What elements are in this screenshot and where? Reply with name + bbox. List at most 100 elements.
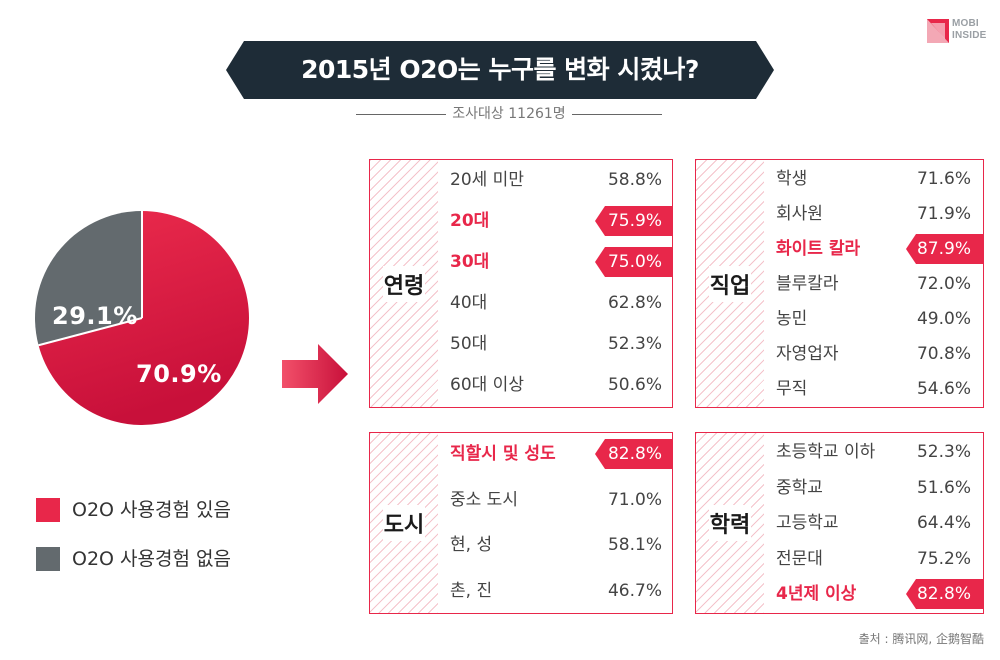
table-row: 초등학교 이하 52.3%	[776, 437, 985, 467]
row-value: 52.3%	[916, 442, 971, 462]
table-row: 전문대 75.2%	[776, 544, 985, 574]
row-value: 72.0%	[916, 274, 971, 294]
table-row: 60대 이상 50.6%	[450, 370, 674, 400]
panel-age: 연령 20세 미만 58.8% 20대 75.9% 30대 75.0% 40대 62.8% 50…	[369, 159, 673, 408]
legend-swatch-yes	[36, 498, 60, 522]
panel-job: 직업 학생 71.6% 회사원 71.9% 화이트 칼라 87.9% 블루칼라 72.0% 농민…	[695, 159, 984, 408]
row-label: 농민	[776, 309, 808, 329]
panel-city: 도시 직할시 및 성도 82.8% 중소 도시 71.0% 현, 성 58.1% 촌, 진 4…	[369, 432, 673, 614]
source-credit: 출처 : 腾讯网, 企鹅智酷	[858, 632, 984, 646]
row-value: 87.9%	[916, 239, 971, 259]
logo-line1: MOBI	[952, 18, 979, 29]
row-label: 현, 성	[450, 535, 493, 555]
row-value: 75.2%	[916, 548, 971, 569]
divider-left	[356, 114, 446, 115]
row-value: 51.6%	[916, 477, 971, 498]
title-banner: 2015년 O2O는 누구를 변화 시켰나?	[226, 41, 774, 99]
row-value: 75.9%	[607, 211, 662, 231]
table-row: 직할시 및 성도 82.8%	[450, 439, 674, 469]
panel-job-title: 직업	[696, 160, 764, 407]
row-label: 고등학교	[776, 513, 839, 533]
table-row: 무직 54.6%	[776, 374, 985, 404]
table-row: 회사원 71.9%	[776, 199, 985, 229]
row-label: 20대	[450, 211, 490, 231]
pie-slice-no	[34, 211, 142, 346]
table-row: 40대 62.8%	[450, 288, 674, 318]
panel-city-title: 도시	[370, 433, 438, 613]
legend-label-yes: O2O 사용경험 있음	[72, 499, 231, 521]
row-label: 4년제 이상	[776, 584, 857, 604]
table-row: 촌, 진 46.7%	[450, 576, 674, 606]
table-row: 고등학교 64.4%	[776, 508, 985, 538]
row-value: 52.3%	[607, 334, 662, 354]
row-value: 58.1%	[607, 535, 662, 555]
row-value: 49.0%	[916, 309, 971, 329]
row-label: 자영업자	[776, 344, 839, 364]
row-label: 회사원	[776, 204, 823, 224]
row-label: 중학교	[776, 477, 823, 498]
table-row: 50대 52.3%	[450, 329, 674, 359]
table-row: 중소 도시 71.0%	[450, 485, 674, 515]
banner-shape	[226, 41, 774, 99]
panel-job-title-text: 직업	[708, 265, 752, 302]
table-row: 자영업자 70.8%	[776, 339, 985, 369]
row-label: 전문대	[776, 548, 823, 569]
row-value: 46.7%	[607, 580, 662, 601]
right-arrow-icon	[282, 344, 348, 404]
highlight-flag	[905, 579, 984, 609]
table-row: 중학교 51.6%	[776, 473, 985, 503]
table-row: 30대 75.0%	[450, 247, 674, 277]
row-value: 75.0%	[607, 252, 662, 272]
row-label: 40대	[450, 293, 488, 313]
row-label: 화이트 칼라	[776, 239, 861, 259]
row-label: 무직	[776, 379, 808, 399]
row-label: 30대	[450, 252, 490, 272]
row-label: 중소 도시	[450, 489, 518, 510]
row-label: 초등학교 이하	[776, 442, 876, 462]
pie-separator	[38, 317, 143, 347]
row-label: 20세 미만	[450, 170, 524, 190]
table-row: 20세 미만 58.8%	[450, 165, 674, 195]
pie-label-yes: 70.9%	[136, 360, 222, 388]
row-value: 71.6%	[916, 169, 971, 189]
row-value: 62.8%	[607, 293, 662, 313]
table-row: 화이트 칼라 87.9%	[776, 234, 985, 264]
table-row: 블루칼라 72.0%	[776, 269, 985, 299]
row-value: 82.8%	[607, 444, 662, 464]
logo-line2: INSIDE	[952, 30, 987, 41]
logo-mark-icon	[927, 19, 949, 43]
table-row: 4년제 이상 82.8%	[776, 579, 985, 609]
row-label: 학생	[776, 169, 808, 189]
row-value: 64.4%	[916, 513, 971, 533]
row-label: 60대 이상	[450, 375, 524, 395]
pie-label-no: 29.1%	[52, 302, 138, 330]
row-label: 촌, 진	[450, 580, 493, 601]
table-row: 농민 49.0%	[776, 304, 985, 334]
table-row: 학생 71.6%	[776, 164, 985, 194]
row-label: 직할시 및 성도	[450, 444, 556, 464]
row-value: 54.6%	[916, 379, 971, 399]
highlight-flag	[905, 234, 984, 264]
panel-city-title-text: 도시	[382, 505, 426, 541]
row-value: 71.9%	[916, 204, 971, 224]
panel-education-title: 학력	[696, 433, 764, 613]
table-row: 현, 성 58.1%	[450, 530, 674, 560]
panel-education: 학력 초등학교 이하 52.3% 중학교 51.6% 고등학교 64.4% 전문대 75.2%…	[695, 432, 984, 614]
divider-right	[572, 114, 662, 115]
panel-age-title-text: 연령	[382, 265, 426, 302]
row-value: 82.8%	[916, 584, 971, 604]
survey-note-text: 조사대상 11261명	[452, 106, 566, 122]
mobiinside-logo: MOBI INSIDE	[927, 18, 987, 46]
panel-education-title-text: 학력	[708, 505, 752, 541]
highlight-flag	[594, 206, 673, 236]
page-title: 2015년 O2O는 누구를 변화 시켰나?	[301, 55, 699, 84]
highlight-flag	[594, 247, 673, 277]
panel-age-title: 연령	[370, 160, 438, 407]
row-label: 50대	[450, 334, 488, 354]
pie-chart	[34, 211, 250, 425]
row-value: 71.0%	[607, 489, 662, 510]
row-value: 70.8%	[916, 344, 971, 364]
survey-note: 조사대상 11261명	[356, 104, 662, 124]
legend-swatch-no	[36, 547, 60, 571]
row-value: 50.6%	[607, 375, 662, 395]
